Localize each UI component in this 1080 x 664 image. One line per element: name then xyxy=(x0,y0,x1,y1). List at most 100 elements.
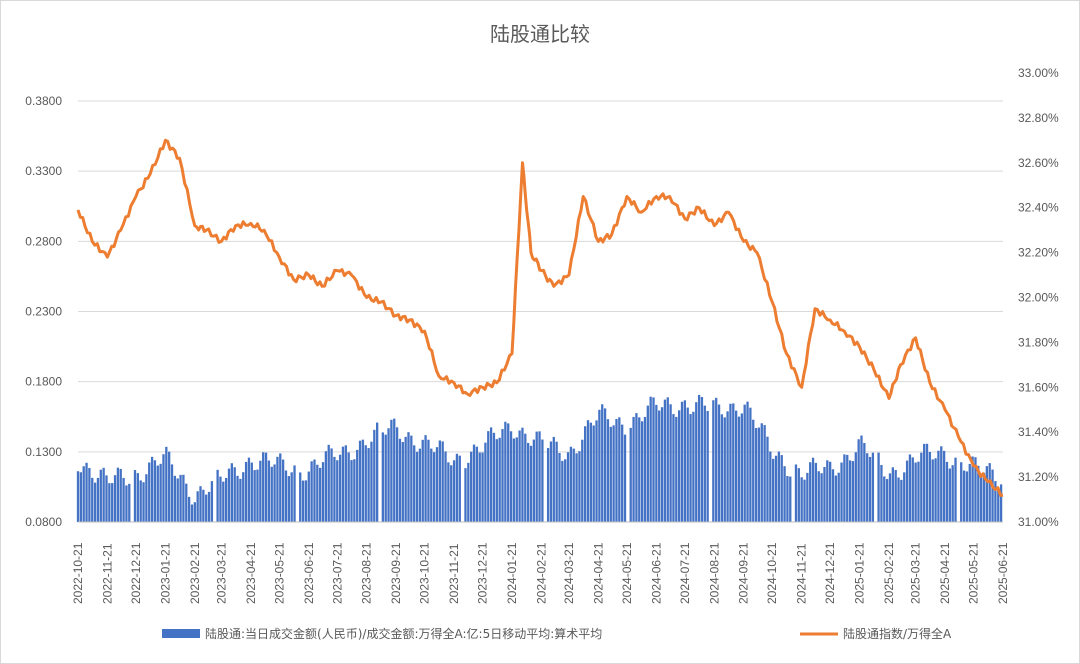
bar xyxy=(139,480,142,522)
bar xyxy=(267,460,271,522)
chart-title: 陆股通比较 xyxy=(490,22,590,46)
bar xyxy=(79,472,82,522)
x-tick-label: 2023-06-21 xyxy=(302,542,316,604)
bar xyxy=(341,446,345,522)
bar xyxy=(814,462,818,522)
x-tick-label: 2025-04-21 xyxy=(938,542,952,604)
bar xyxy=(398,438,402,522)
y-left-tick-label: 0.1800 xyxy=(25,375,62,389)
bar xyxy=(108,483,111,522)
bar xyxy=(826,460,829,522)
bar xyxy=(484,442,487,522)
bar xyxy=(809,462,812,522)
bar xyxy=(541,439,544,522)
bar xyxy=(350,460,353,522)
bar xyxy=(259,460,262,522)
bar xyxy=(304,480,308,522)
bar xyxy=(817,471,820,522)
bar xyxy=(512,438,516,522)
bar xyxy=(88,467,91,522)
x-tick-label: 2024-10-21 xyxy=(765,542,779,604)
bar xyxy=(618,417,621,522)
bar xyxy=(524,433,527,522)
bar xyxy=(148,462,151,522)
bar xyxy=(777,451,781,522)
bar xyxy=(478,452,481,522)
bar xyxy=(219,476,222,522)
bar xyxy=(968,463,971,522)
bar xyxy=(136,473,139,522)
x-tick-label: 2024-12-21 xyxy=(823,542,837,604)
bar xyxy=(76,471,80,522)
bar xyxy=(980,473,983,522)
bar xyxy=(85,462,88,522)
bar xyxy=(678,410,681,522)
bar xyxy=(128,483,131,522)
bar xyxy=(680,401,684,522)
bar xyxy=(142,482,145,522)
bar xyxy=(598,409,601,522)
bar xyxy=(299,472,302,522)
bar xyxy=(407,432,410,522)
bar xyxy=(675,416,678,522)
bar xyxy=(475,446,479,522)
bar xyxy=(658,410,661,522)
bar xyxy=(697,394,701,522)
bar xyxy=(931,459,934,522)
bar xyxy=(615,418,618,522)
bar xyxy=(202,489,205,522)
bar xyxy=(207,491,211,522)
bar xyxy=(683,400,687,522)
bar xyxy=(829,461,832,522)
bar xyxy=(432,452,436,522)
bar xyxy=(603,408,607,522)
bar xyxy=(227,468,231,522)
bar xyxy=(965,471,969,522)
bar xyxy=(527,442,530,522)
bar xyxy=(150,456,154,522)
bar xyxy=(566,452,570,522)
bar xyxy=(481,452,484,522)
bar xyxy=(911,457,914,522)
bar xyxy=(458,455,461,522)
x-tick-label: 2023-12-21 xyxy=(476,542,490,604)
bar xyxy=(293,465,296,522)
bar xyxy=(689,414,692,522)
bar xyxy=(381,432,385,522)
x-tick-label: 2023-05-21 xyxy=(272,542,286,604)
bar xyxy=(427,439,430,522)
bar xyxy=(452,460,456,522)
bar xyxy=(891,467,894,522)
bar xyxy=(281,459,285,522)
x-tick-label: 2024-03-21 xyxy=(562,542,576,604)
bar xyxy=(655,404,658,522)
bar xyxy=(564,459,567,522)
bar xyxy=(843,454,846,522)
bar xyxy=(518,430,521,522)
bar xyxy=(982,472,986,522)
bar xyxy=(866,453,869,522)
bar xyxy=(393,418,396,522)
bar xyxy=(404,436,407,522)
bar xyxy=(276,456,279,522)
bar xyxy=(723,417,726,522)
bar xyxy=(720,414,724,522)
bar xyxy=(264,452,268,522)
y-right-tick-label: 32.00% xyxy=(1018,291,1059,305)
bar xyxy=(99,469,102,522)
bar xyxy=(640,421,644,522)
bar xyxy=(447,462,450,522)
bar xyxy=(925,443,929,522)
legend-swatch-bar xyxy=(162,629,200,638)
bar xyxy=(831,469,835,522)
y-right-tick-label: 31.20% xyxy=(1018,470,1059,484)
bar xyxy=(960,462,963,522)
bar xyxy=(834,475,838,522)
bar xyxy=(803,479,806,522)
bar xyxy=(367,448,370,522)
bar xyxy=(760,423,763,522)
y-right-tick-label: 32.60% xyxy=(1018,156,1059,170)
bar xyxy=(546,448,550,522)
bar xyxy=(187,496,191,522)
bar xyxy=(752,419,755,522)
